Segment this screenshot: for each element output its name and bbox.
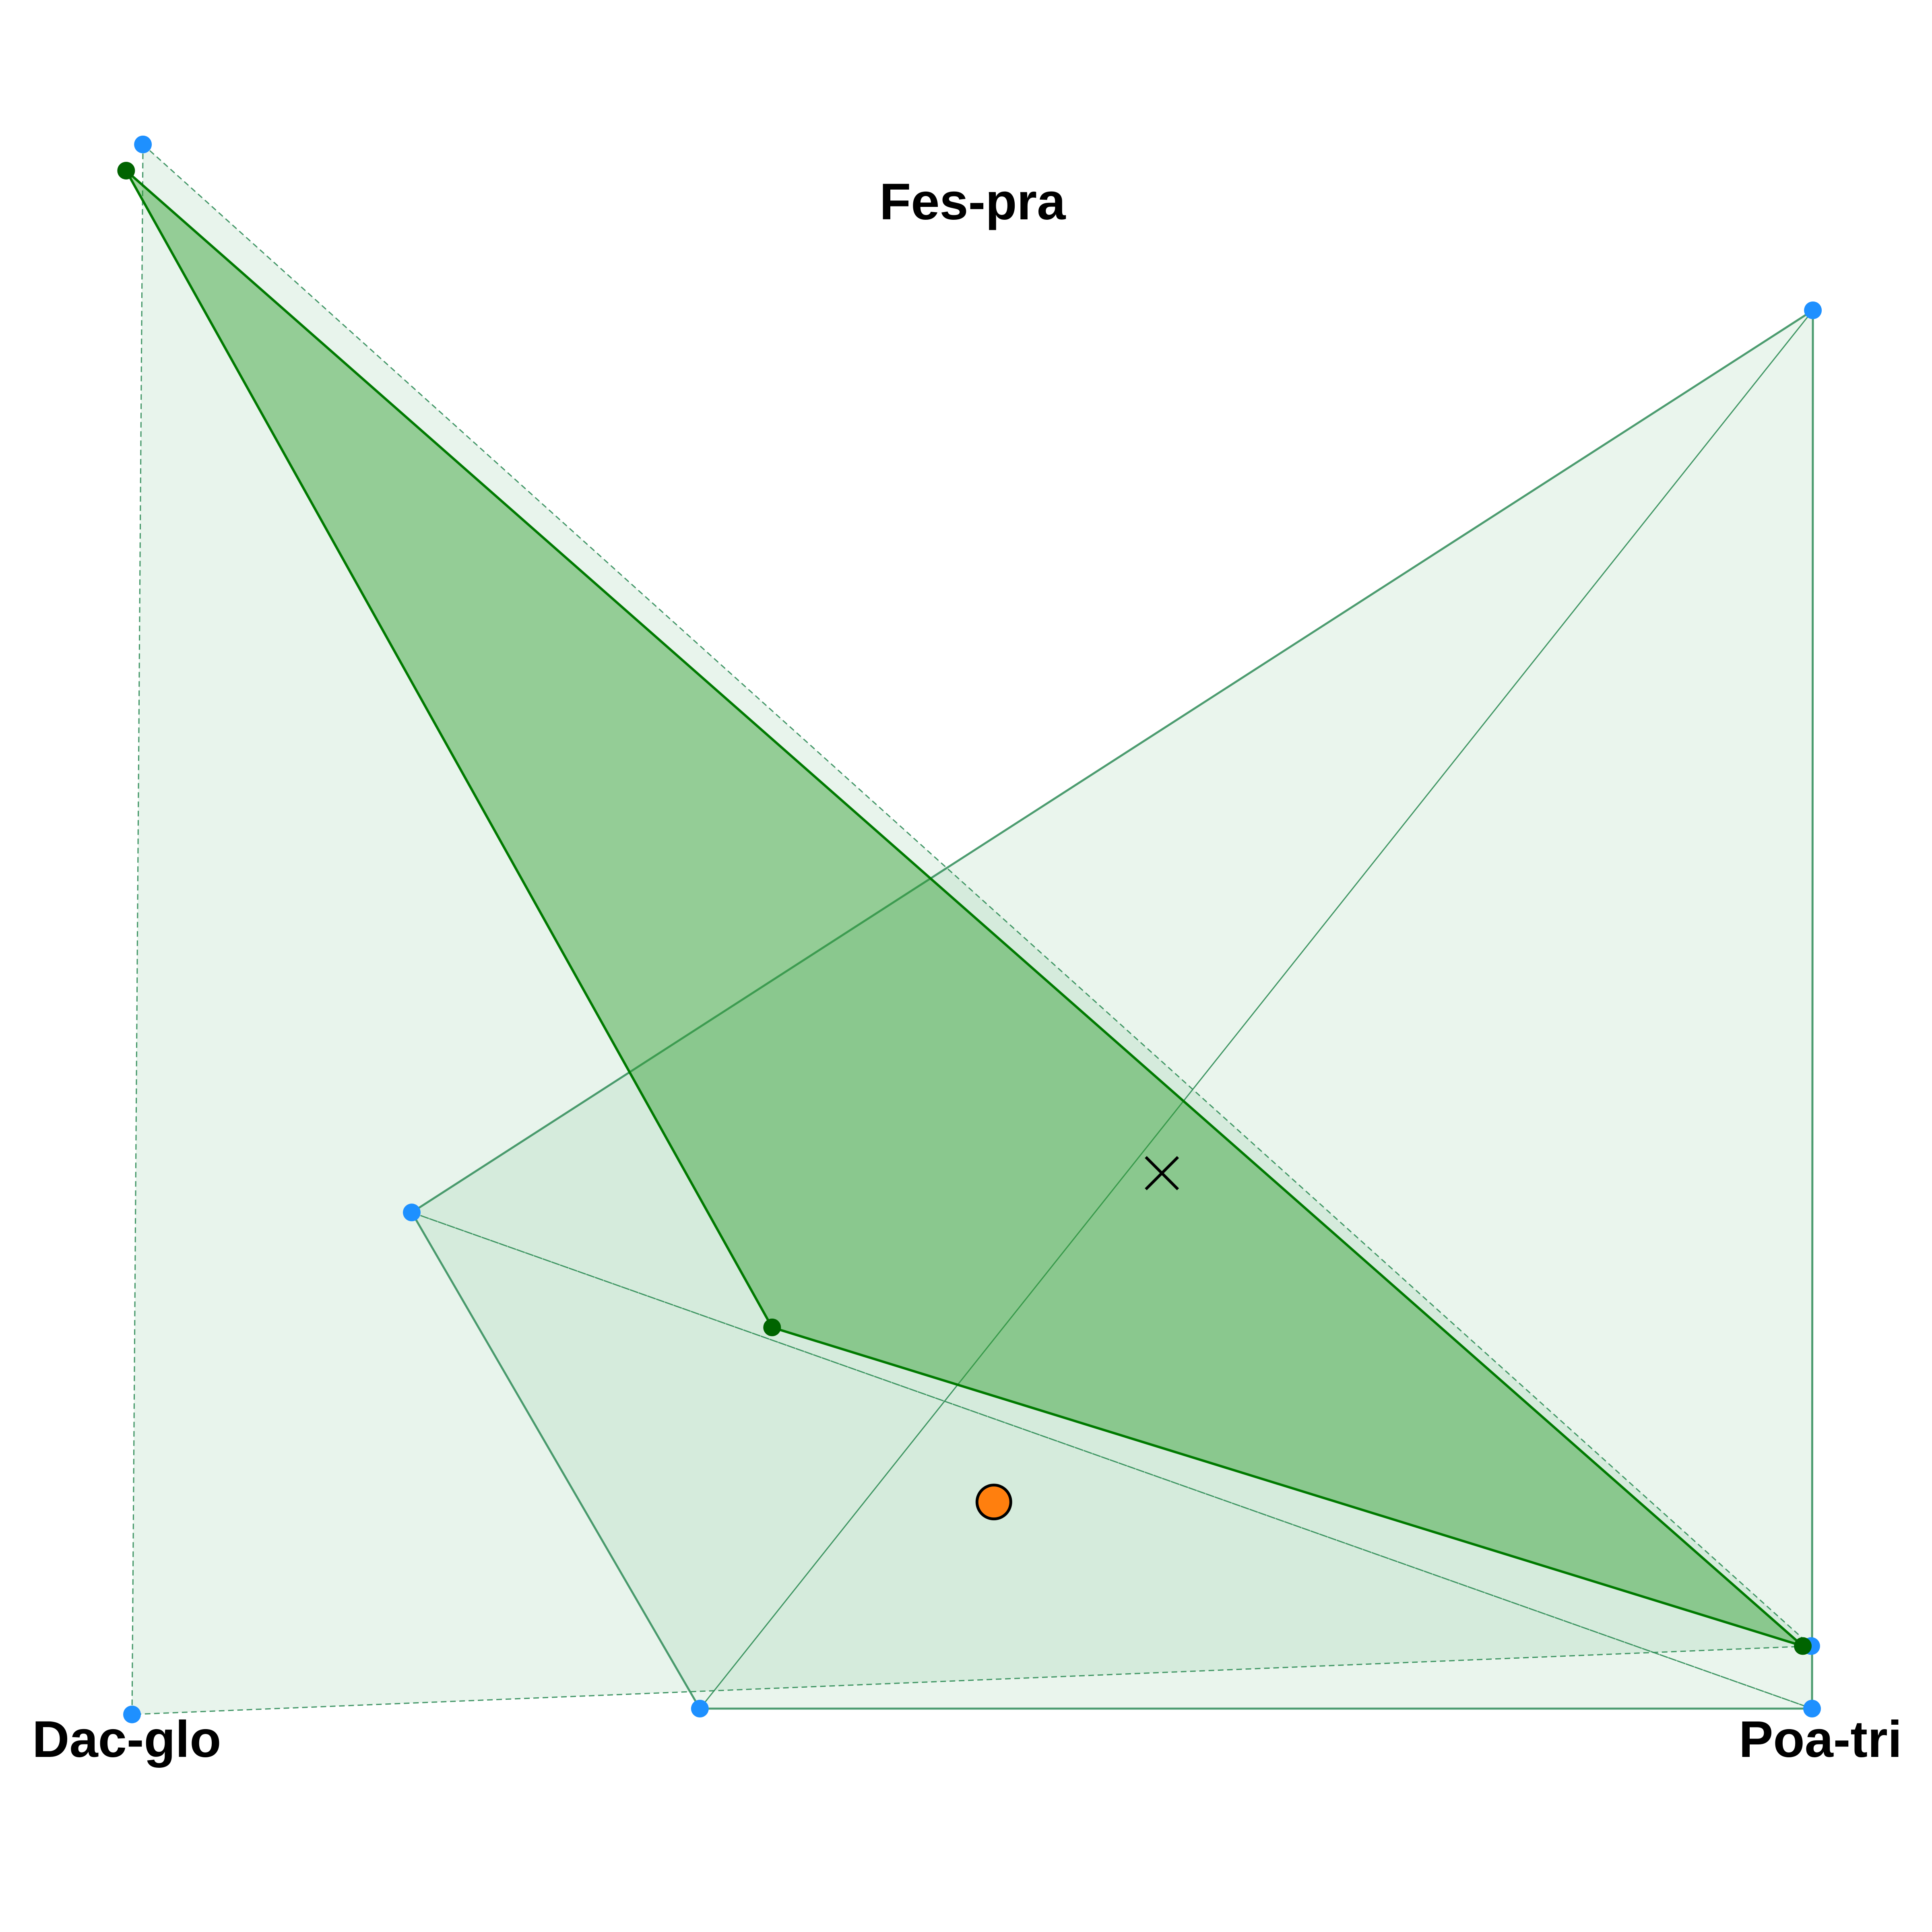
centroid-marker-stroke-2 bbox=[1145, 1156, 1179, 1191]
vertex-label-right: Poa-tri bbox=[1739, 1711, 1902, 1768]
inner-vertex-point bbox=[763, 1318, 781, 1336]
centroid-marker bbox=[1145, 1156, 1179, 1191]
outer-vertex-point bbox=[1803, 1700, 1821, 1717]
vertex-labels-layer: Fes-pra Dac-glo Poa-tri bbox=[32, 173, 1902, 1768]
points-layer bbox=[117, 135, 1822, 1724]
inner-vertex-point bbox=[1794, 1637, 1812, 1655]
vertex-label-left: Dac-glo bbox=[32, 1711, 221, 1768]
vertex-label-top: Fes-pra bbox=[879, 173, 1066, 231]
outer-vertex-point bbox=[402, 1203, 421, 1222]
focal-point bbox=[975, 1484, 1012, 1521]
inner-vertex-point bbox=[117, 161, 135, 180]
outer-vertex-point bbox=[691, 1700, 709, 1717]
outer-vertex-point bbox=[123, 1705, 141, 1724]
inner-polygon-layer bbox=[125, 169, 1804, 1647]
outer-polygon-1 bbox=[131, 143, 1813, 1715]
outer-vertex-point bbox=[1804, 301, 1822, 319]
inner-polygon bbox=[125, 169, 1804, 1647]
outer-vertex-point bbox=[134, 135, 152, 153]
